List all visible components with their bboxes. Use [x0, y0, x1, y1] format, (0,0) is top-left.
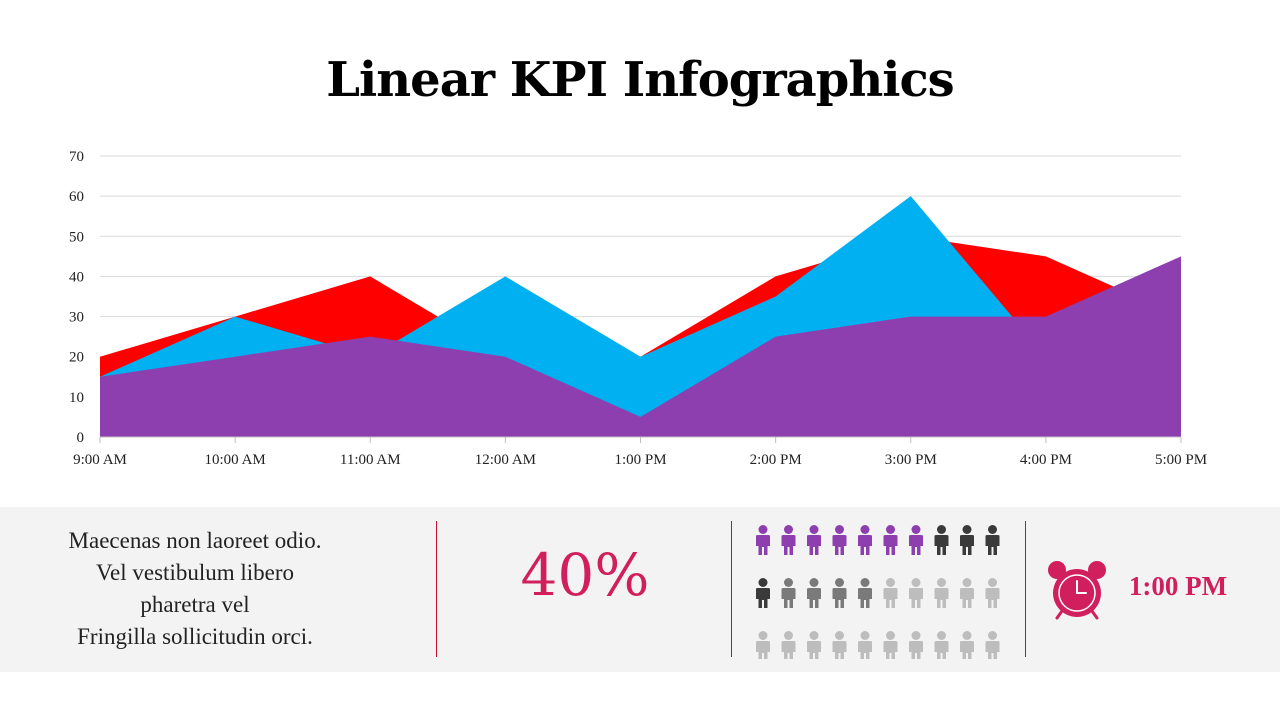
person-icon [807, 525, 821, 555]
person-icon [960, 525, 974, 555]
y-tick-label: 0 [77, 430, 85, 446]
y-tick-label: 10 [69, 390, 84, 406]
y-tick-label: 70 [69, 149, 84, 165]
person-icon [781, 525, 796, 555]
person-icon [985, 631, 1000, 659]
y-tick-label: 50 [69, 229, 84, 245]
person-icon [934, 631, 949, 659]
kpi-description: Maecenas non laoreet odio. Vel vestibulu… [20, 525, 370, 653]
area-series-3 [100, 256, 1181, 437]
y-tick-label: 60 [69, 189, 84, 205]
person-icon [934, 578, 949, 608]
person-icon [858, 578, 872, 608]
person-icon [832, 631, 847, 659]
person-icon [832, 578, 847, 608]
person-icon [909, 525, 923, 555]
person-icon [807, 578, 821, 608]
x-tick-label: 10:00 AM [204, 452, 265, 468]
person-icon [985, 525, 1000, 555]
x-tick-label: 11:00 AM [340, 452, 401, 468]
x-tick-label: 12:00 AM [475, 452, 536, 468]
description-line-4: Fringilla sollicitudin orci. [77, 624, 313, 649]
y-tick-label: 40 [69, 269, 84, 285]
divider-3 [1025, 521, 1026, 657]
person-icon [883, 525, 898, 555]
alarm-clock-icon [1048, 561, 1106, 620]
person-icon [858, 631, 872, 659]
description-line-2: Vel vestibulum libero [95, 560, 295, 585]
kpi-percent: 40% [520, 541, 650, 609]
person-icon [883, 578, 898, 608]
person-icon [756, 578, 770, 608]
kpi-time: 1:00 PM [1128, 571, 1228, 601]
x-tick-label: 3:00 PM [885, 452, 937, 468]
person-icon [934, 525, 949, 555]
description-line-3: pharetra vel [140, 592, 250, 617]
x-tick-label: 9:00 AM [73, 452, 127, 468]
divider-1 [436, 521, 437, 657]
area-chart: 0 10 20 30 40 50 60 70 9:00 AM 10:00 AM 11:00 AM 12… [69, 149, 1207, 468]
y-tick-label: 20 [69, 350, 84, 366]
kpi-panel: Maecenas non laoreet odio. Vel vestibulu… [0, 507, 1280, 672]
person-icon [985, 578, 1000, 608]
person-icon [781, 631, 796, 659]
person-icon [756, 525, 770, 555]
person-icon [960, 631, 974, 659]
person-icon [858, 525, 872, 555]
divider-2 [731, 521, 732, 657]
people-grid [756, 525, 1000, 659]
page-title: Linear KPI Infographics [326, 52, 954, 108]
y-tick-label: 30 [69, 310, 84, 326]
x-tick-label: 5:00 PM [1155, 452, 1207, 468]
person-icon [909, 631, 923, 659]
x-tick-label: 4:00 PM [1020, 452, 1072, 468]
person-icon [909, 578, 923, 608]
person-icon [832, 525, 847, 555]
x-tick-label: 1:00 PM [614, 452, 666, 468]
person-icon [781, 578, 796, 608]
person-icon [807, 631, 821, 659]
x-tick-label: 2:00 PM [750, 452, 802, 468]
person-icon [883, 631, 898, 659]
description-line-1: Maecenas non laoreet odio. [68, 528, 322, 553]
person-icon [756, 631, 770, 659]
person-icon [960, 578, 974, 608]
